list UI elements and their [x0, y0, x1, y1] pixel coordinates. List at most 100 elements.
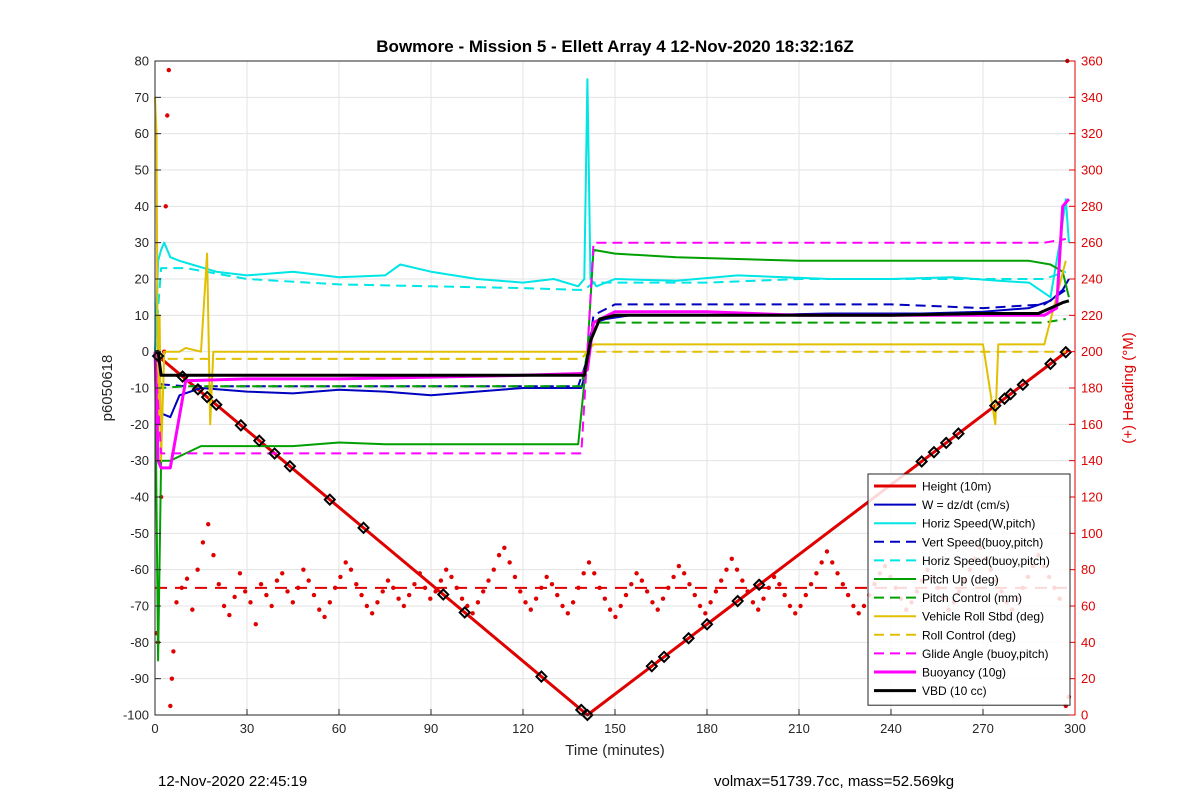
heading-point — [184, 576, 190, 581]
heading-point — [412, 582, 417, 587]
chart-title: Bowmore - Mission 5 - Ellett Array 4 12-… — [376, 37, 853, 56]
x-tick-label: 300 — [1064, 721, 1086, 736]
heading-point — [539, 585, 544, 591]
heading-point — [322, 614, 327, 620]
legend-label: Vert Speed(buoy,pitch) — [922, 535, 1043, 549]
heading-point — [449, 574, 454, 580]
heading-point — [481, 589, 486, 594]
height-marker — [283, 459, 297, 473]
heading-point — [597, 585, 602, 591]
y2-tick-label: 140 — [1081, 453, 1103, 468]
heading-point — [396, 596, 401, 601]
legend-label: W = dz/dt (cm/s) — [922, 498, 1010, 512]
heading-point — [290, 600, 296, 605]
heading-point — [165, 113, 170, 118]
heading-point — [195, 567, 200, 572]
height-marker — [436, 588, 450, 601]
heading-point — [576, 585, 581, 591]
heading-point — [364, 603, 370, 609]
heading-point — [200, 540, 206, 545]
heading-point — [232, 594, 237, 600]
height-marker — [1059, 345, 1073, 359]
footer-timestamp: 12-Nov-2020 22:45:19 — [158, 773, 308, 790]
height-marker — [752, 578, 766, 592]
heading-point — [295, 585, 301, 591]
y-tick-label: -20 — [130, 417, 149, 432]
y2-tick-label: 200 — [1081, 344, 1103, 359]
axes: 0 30 60 90 120 150 180 210 240 270 300-100-90-80-7… — [123, 54, 1103, 737]
heading-point — [380, 589, 385, 594]
heading-point — [280, 571, 285, 576]
heading-point — [560, 603, 565, 609]
heading-point — [306, 578, 311, 583]
height-marker — [200, 390, 214, 404]
heading-point — [766, 585, 771, 591]
series-line-7 — [154, 97, 1067, 462]
height-marker — [191, 382, 205, 396]
heading-point — [338, 574, 343, 580]
y-tick-label: -30 — [130, 453, 149, 468]
heading-point — [814, 571, 819, 576]
height-marker — [927, 445, 941, 459]
y2-tick-label: 180 — [1081, 381, 1103, 396]
y2-tick-label: 220 — [1081, 308, 1103, 323]
heading-point — [491, 567, 496, 572]
heading-point — [523, 600, 528, 605]
heading-point — [713, 589, 719, 594]
y-tick-label: -90 — [130, 671, 149, 686]
heading-point — [285, 589, 290, 594]
y-tick-label: 60 — [135, 126, 149, 141]
x-tick-label: 120 — [512, 721, 534, 736]
legend-label: Pitch Control (mm) — [922, 591, 1022, 605]
heading-point — [639, 578, 645, 583]
heading-point — [750, 600, 756, 605]
heading-point — [740, 578, 745, 583]
height-marker — [952, 427, 965, 440]
series-line-4 — [154, 267, 1067, 352]
heading-point — [681, 571, 687, 576]
legend-label: Pitch Up (deg) — [922, 573, 999, 587]
x-tick-label: 0 — [151, 721, 158, 736]
x-tick-label: 30 — [240, 721, 254, 736]
y-tick-label: -60 — [130, 562, 149, 577]
height-marker — [1016, 378, 1030, 392]
x-tick-label: 180 — [696, 721, 718, 736]
heading-point — [221, 603, 227, 609]
heading-point — [301, 567, 306, 572]
heading-point — [718, 578, 724, 583]
y2-tick-label: 340 — [1081, 90, 1103, 105]
legend-label: Horiz Speed(buoy,pitch) — [922, 554, 1050, 568]
height-marker — [1044, 357, 1057, 371]
x-tick-label: 210 — [788, 721, 810, 736]
heading-point — [602, 596, 608, 601]
heading-point — [253, 621, 258, 627]
heading-point — [586, 560, 592, 565]
height-marker — [657, 650, 671, 664]
legend-label: Buoyancy (10g) — [922, 666, 1006, 680]
y-tick-label: 10 — [135, 308, 149, 323]
series-line-3 — [154, 289, 1067, 388]
heading-point — [518, 589, 523, 594]
y-tick-label: 70 — [135, 90, 149, 105]
height-marker — [234, 418, 248, 432]
heading-point — [406, 592, 412, 598]
y2-tick-label: 160 — [1081, 417, 1103, 432]
heading-point — [443, 567, 449, 572]
y-tick-label: -40 — [130, 490, 149, 505]
heading-point — [459, 596, 465, 601]
height-marker — [915, 455, 929, 468]
series-line-9 — [154, 238, 1066, 455]
heading-point — [623, 592, 629, 598]
y2-tick-label: 80 — [1081, 562, 1095, 577]
heading-point — [216, 582, 221, 587]
heading-point — [793, 611, 798, 616]
heading-point — [697, 603, 703, 609]
x-tick-label: 240 — [880, 721, 902, 736]
heading-point — [703, 611, 708, 616]
heading-point — [777, 582, 782, 587]
heading-point — [168, 703, 173, 709]
y2-tick-label: 360 — [1081, 54, 1103, 69]
heading-point — [211, 552, 216, 558]
heading-point — [507, 560, 512, 565]
